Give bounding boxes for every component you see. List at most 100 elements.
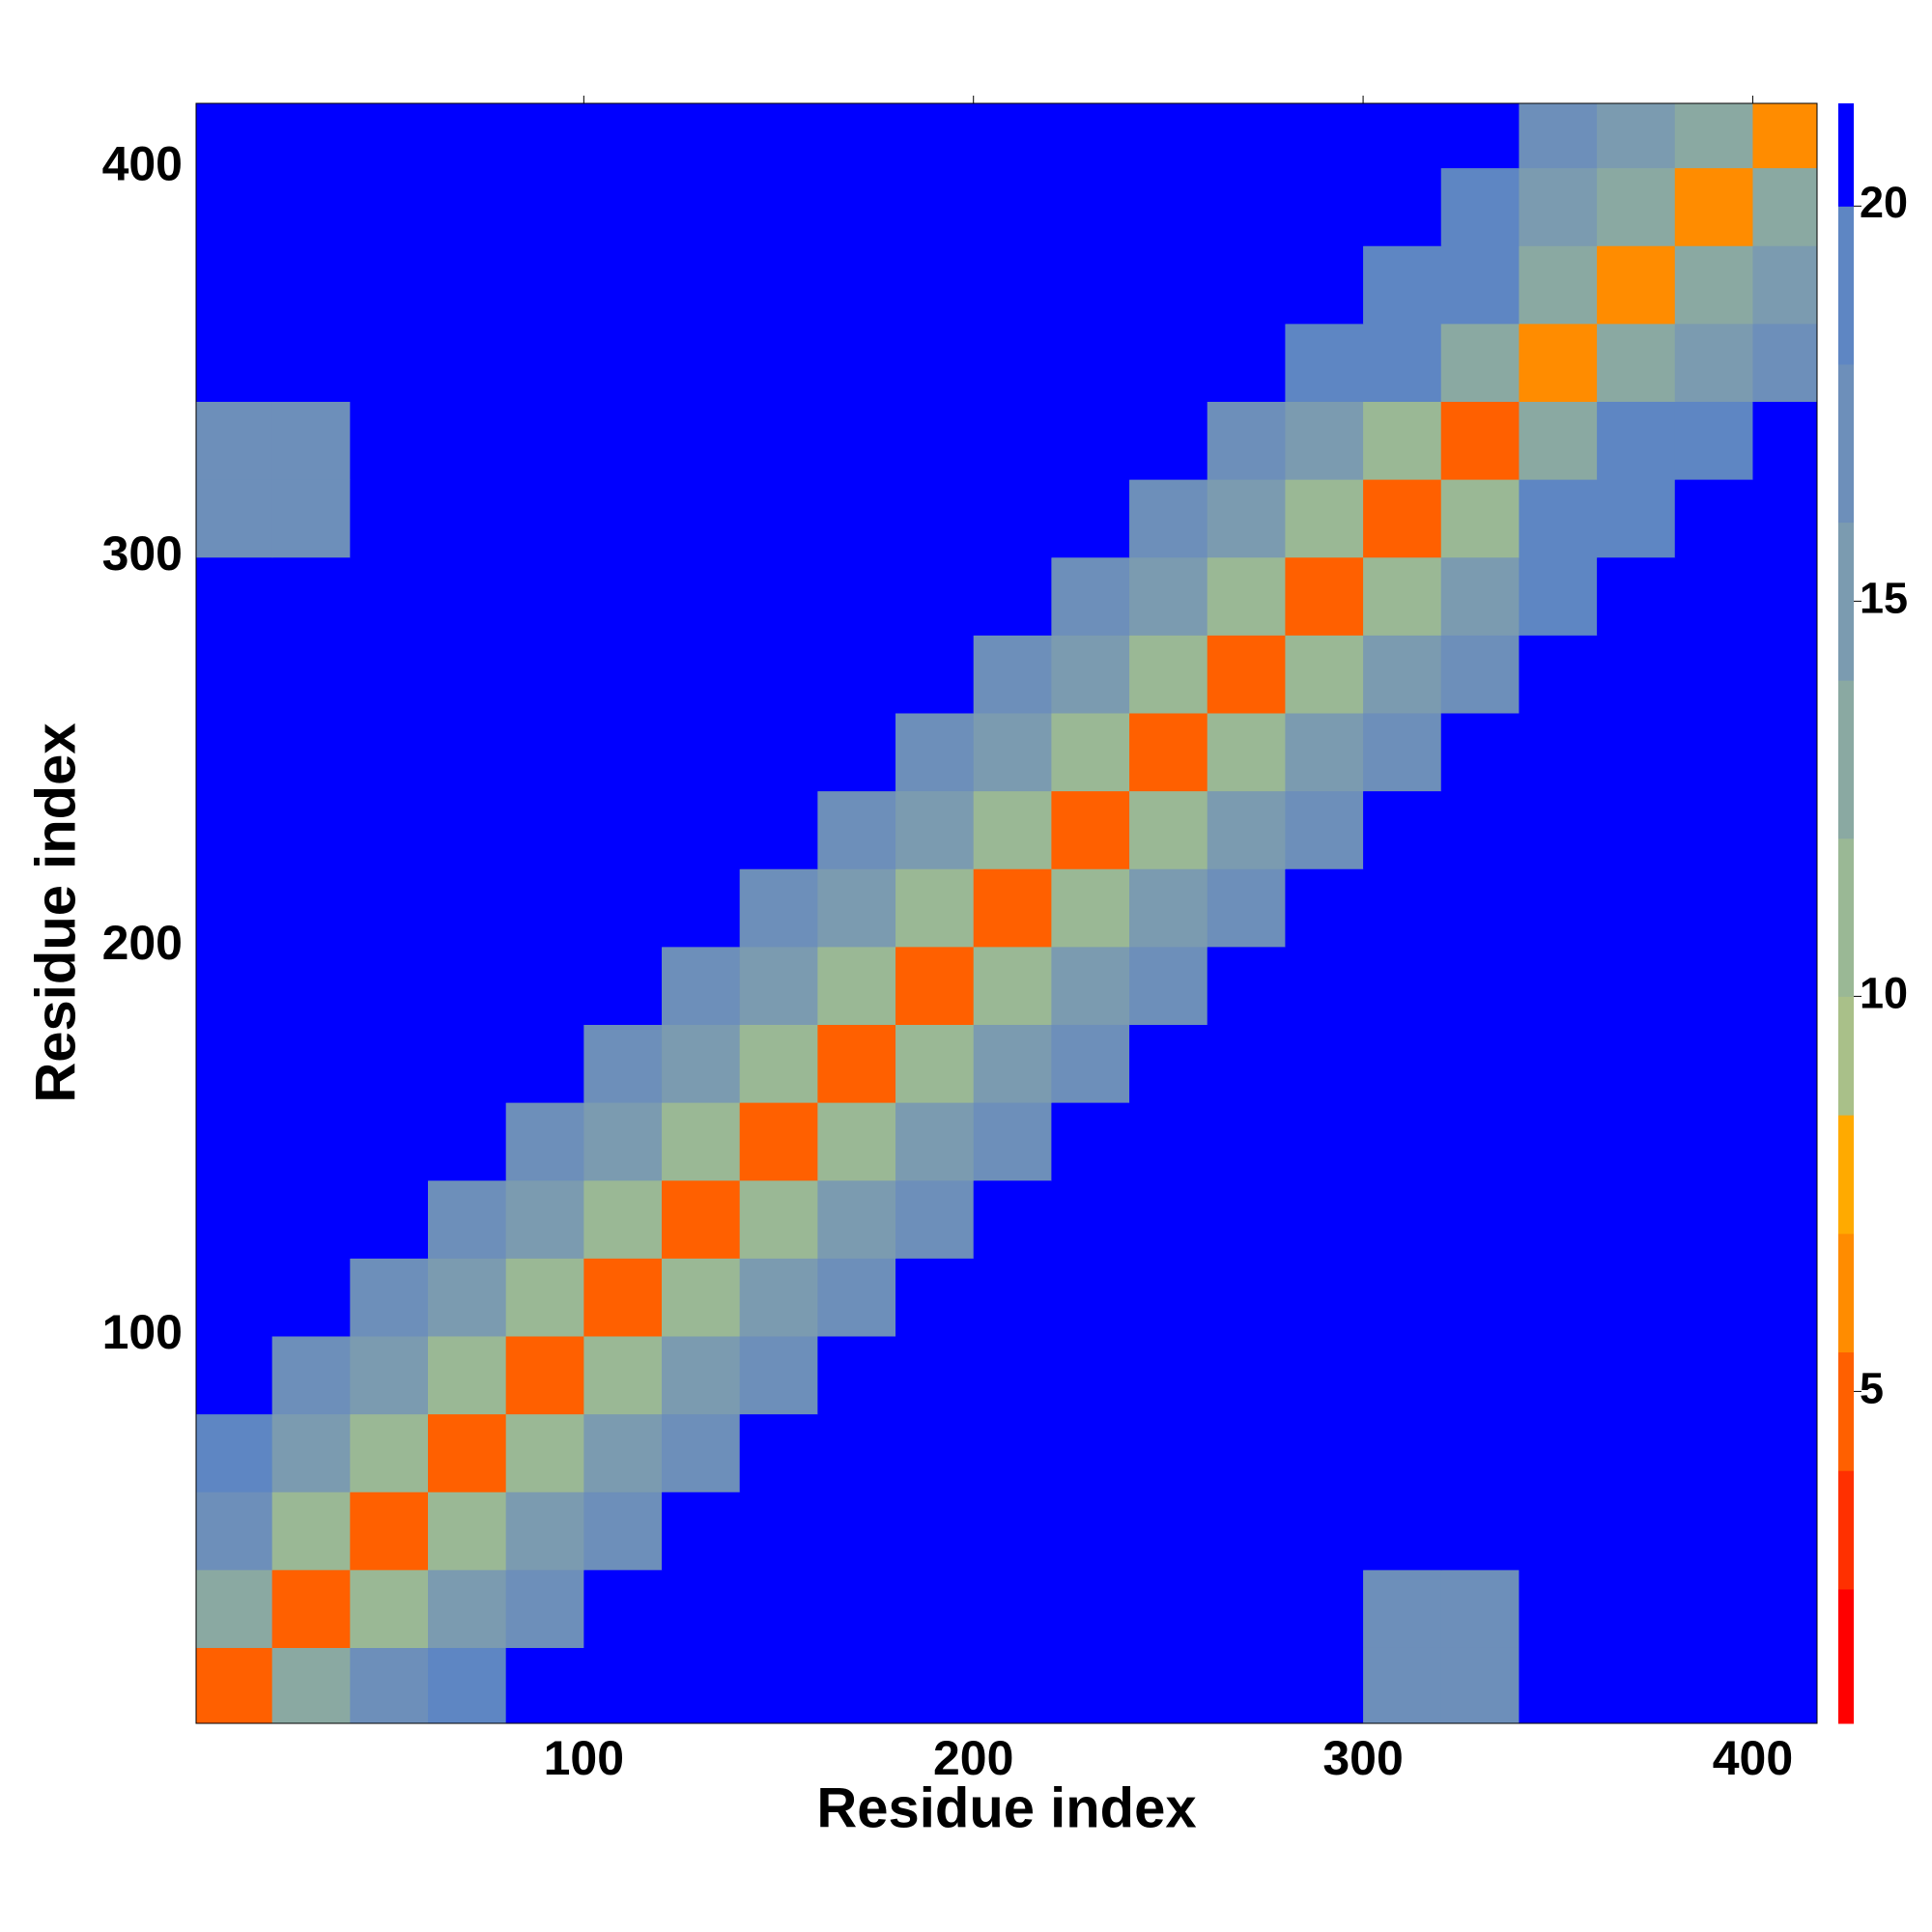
heatmap-cell — [196, 1492, 273, 1571]
heatmap-cell — [662, 479, 741, 558]
heatmap-cell — [428, 1024, 507, 1103]
heatmap-cell — [428, 556, 507, 636]
heatmap-cell — [1051, 479, 1130, 558]
heatmap-cell — [817, 479, 896, 558]
heatmap-cell — [1285, 1647, 1364, 1723]
heatmap-cell — [583, 712, 663, 792]
heatmap-cell — [350, 1492, 429, 1571]
heatmap-cell — [739, 1569, 818, 1648]
heatmap-cell — [428, 1102, 507, 1181]
heatmap-cell — [350, 1024, 429, 1103]
heatmap-cell — [817, 1024, 896, 1103]
heatmap-cell — [196, 1258, 273, 1337]
heatmap-cell — [1752, 1024, 1817, 1103]
heatmap-cell — [662, 167, 741, 246]
heatmap-cell — [428, 790, 507, 869]
heatmap-cell — [973, 1335, 1052, 1415]
heatmap-cell — [1519, 1179, 1598, 1259]
heatmap-cell — [505, 1258, 584, 1337]
heatmap-cell — [350, 167, 429, 246]
heatmap-cell — [428, 479, 507, 558]
heatmap-cell — [1363, 1024, 1442, 1103]
heatmap-cell — [973, 1258, 1052, 1337]
heatmap-cell — [817, 946, 896, 1025]
heatmap-cell — [1051, 946, 1130, 1025]
heatmap-cell — [196, 103, 273, 169]
heatmap-cell — [196, 401, 273, 480]
heatmap-cell — [1674, 1024, 1754, 1103]
heatmap-cell — [1440, 1258, 1520, 1337]
heatmap-cell — [1129, 635, 1208, 714]
heatmap-cell — [817, 1335, 896, 1415]
heatmap-cell — [973, 167, 1052, 246]
heatmap-cell — [739, 1335, 818, 1415]
heatmap-cell — [1674, 556, 1754, 636]
heatmap-cell — [1519, 245, 1598, 325]
heatmap-cell — [428, 245, 507, 325]
heatmap-cell — [662, 1413, 741, 1492]
heatmap-cell — [973, 790, 1052, 869]
heatmap-cell — [895, 245, 975, 325]
heatmap-cell — [662, 1492, 741, 1571]
heatmap-cell — [973, 1102, 1052, 1181]
heatmap-cell — [1519, 401, 1598, 480]
heatmap-cell — [1440, 556, 1520, 636]
heatmap-cell — [1519, 946, 1598, 1025]
heatmap-cell — [1363, 479, 1442, 558]
heatmap-cell — [1285, 245, 1364, 325]
colorbar-band — [1838, 206, 1854, 365]
heatmap-cell — [973, 635, 1052, 714]
colorbar-band — [1838, 680, 1854, 839]
heatmap-cell — [1363, 712, 1442, 792]
heatmap-cell — [428, 635, 507, 714]
heatmap-cell — [350, 556, 429, 636]
heatmap-cell — [428, 868, 507, 948]
heatmap-cell — [428, 323, 507, 402]
heatmap-cell — [1519, 1647, 1598, 1723]
heatmap-cell — [1363, 1492, 1442, 1571]
heatmap-cell — [895, 1102, 975, 1181]
heatmap-cell — [428, 712, 507, 792]
heatmap-cell — [973, 1024, 1052, 1103]
heatmap-cell — [1129, 868, 1208, 948]
heatmap-cell — [1752, 1335, 1817, 1415]
heatmap-cell — [583, 103, 663, 169]
heatmap-cell — [583, 868, 663, 948]
heatmap-cell — [1752, 635, 1817, 714]
heatmap-cell — [1597, 479, 1676, 558]
heatmap-cell — [1285, 1179, 1364, 1259]
heatmap-cell — [1597, 1413, 1676, 1492]
heatmap-cell — [1363, 1335, 1442, 1415]
heatmap-cell — [271, 1179, 351, 1259]
heatmap-cell — [1752, 1492, 1817, 1571]
heatmap-cell — [1440, 790, 1520, 869]
heatmap-cell — [1051, 556, 1130, 636]
heatmap-cell — [1597, 1258, 1676, 1337]
heatmap-cell — [1674, 103, 1754, 169]
heatmap-cell — [973, 323, 1052, 402]
heatmap-cell — [1363, 635, 1442, 714]
heatmap-cell — [1519, 1024, 1598, 1103]
heatmap-cell — [1597, 103, 1676, 169]
heatmap-cell — [1752, 245, 1817, 325]
heatmap-cell — [1285, 323, 1364, 402]
heatmap-cell — [271, 712, 351, 792]
heatmap-cell — [350, 1569, 429, 1648]
heatmap-cell — [895, 1647, 975, 1723]
heatmap-cell — [739, 103, 818, 169]
heatmap-cell — [1597, 245, 1676, 325]
heatmap-cell — [895, 1492, 975, 1571]
heatmap-cell — [428, 1413, 507, 1492]
heatmap-cell — [1363, 1569, 1442, 1648]
heatmap-cell — [505, 245, 584, 325]
heatmap-cell — [1363, 1102, 1442, 1181]
heatmap-cell — [1363, 946, 1442, 1025]
heatmap-cell — [1440, 401, 1520, 480]
heatmap-cell — [583, 1492, 663, 1571]
heatmap-cell — [1440, 167, 1520, 246]
heatmap-cell — [1597, 1335, 1676, 1415]
heatmap-cell — [817, 167, 896, 246]
heatmap-cell — [350, 868, 429, 948]
heatmap-cell — [428, 1335, 507, 1415]
heatmap-cell — [817, 103, 896, 169]
